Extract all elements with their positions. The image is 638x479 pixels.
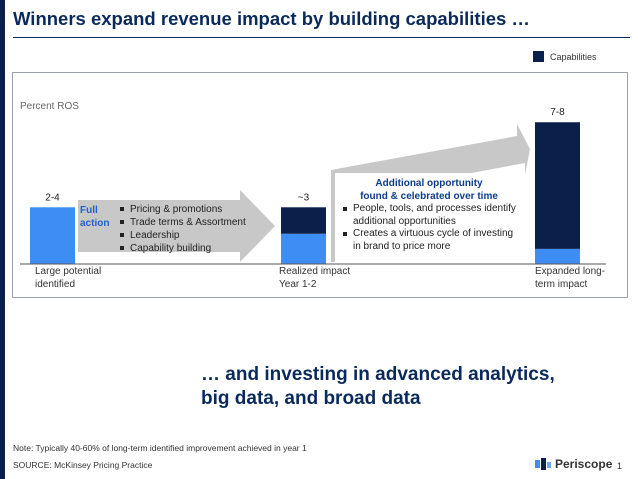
data-label-2: 7-8 [550,107,565,118]
data-label-1: ~3 [298,192,310,203]
bar-2-series-1 [535,122,580,249]
bar-0-series-0 [30,207,75,264]
periscope-logo-text: Periscope [555,457,613,471]
arrow-opportunity [331,124,530,262]
category-label-0: Large potential identified [35,266,102,290]
footnote: Note: Typically 40-60% of long-term iden… [13,443,307,453]
category-label-1: Realized impact Year 1-2 [279,266,351,290]
full-action-item: Pricing & promotions [118,203,246,216]
full-action-item: Trade terms & Assortment [118,216,246,229]
source-line: SOURCE: McKinsey Pricing Practice [13,460,153,470]
title-underline [13,37,630,38]
full-action-item: Leadership [118,229,246,242]
arrow-full-action [78,190,275,262]
data-label-0: 2-4 [45,192,60,203]
legend: Capabilities [533,51,597,62]
callout-title-line-1: Additional opportunity [375,178,483,189]
full-action-label: Full action [80,204,109,230]
opportunity-callout-item: Creates a virtuous cycle of investing in… [341,228,517,253]
periscope-logo-mark [535,458,551,470]
legend-label-capabilities: Capabilities [550,51,597,62]
left-accent-rule [0,0,5,479]
category-label-2: Expanded long-term impact [535,266,606,290]
bar-2-series-0 [535,248,580,264]
bars-layer [30,122,580,264]
full-action-item: Capability building [118,242,246,255]
page-title: Winners expand revenue impact by buildin… [13,8,530,29]
bar-1-series-0 [281,233,326,264]
data-labels-layer: 2-4 ~3 7-8 [45,107,565,203]
bar-1-series-1 [281,207,326,234]
full-action-list: Pricing & promotions Trade terms & Assor… [118,203,246,255]
full-action-word-2: action [80,218,110,229]
opportunity-callout-item: People, tools, and processes identify ad… [341,203,517,228]
page-number: 1 [617,461,623,471]
units-label: Percent ROS [20,101,79,112]
opportunity-callout-list: People, tools, and processes identify ad… [341,203,517,253]
periscope-logo: Periscope [535,457,612,471]
opportunity-callout-title: Additional opportunity found & celebrate… [341,178,517,203]
full-action-word-1: Full [80,205,98,216]
arrows-layer [78,124,530,262]
legend-swatch-capabilities [533,51,544,62]
subtitle: … and investing in advanced analytics, bi… [201,364,555,409]
chart-frame [12,72,628,298]
opportunity-callout: Additional opportunity found & celebrate… [335,173,523,263]
callout-title-line-2: found & celebrated over time [360,190,498,202]
